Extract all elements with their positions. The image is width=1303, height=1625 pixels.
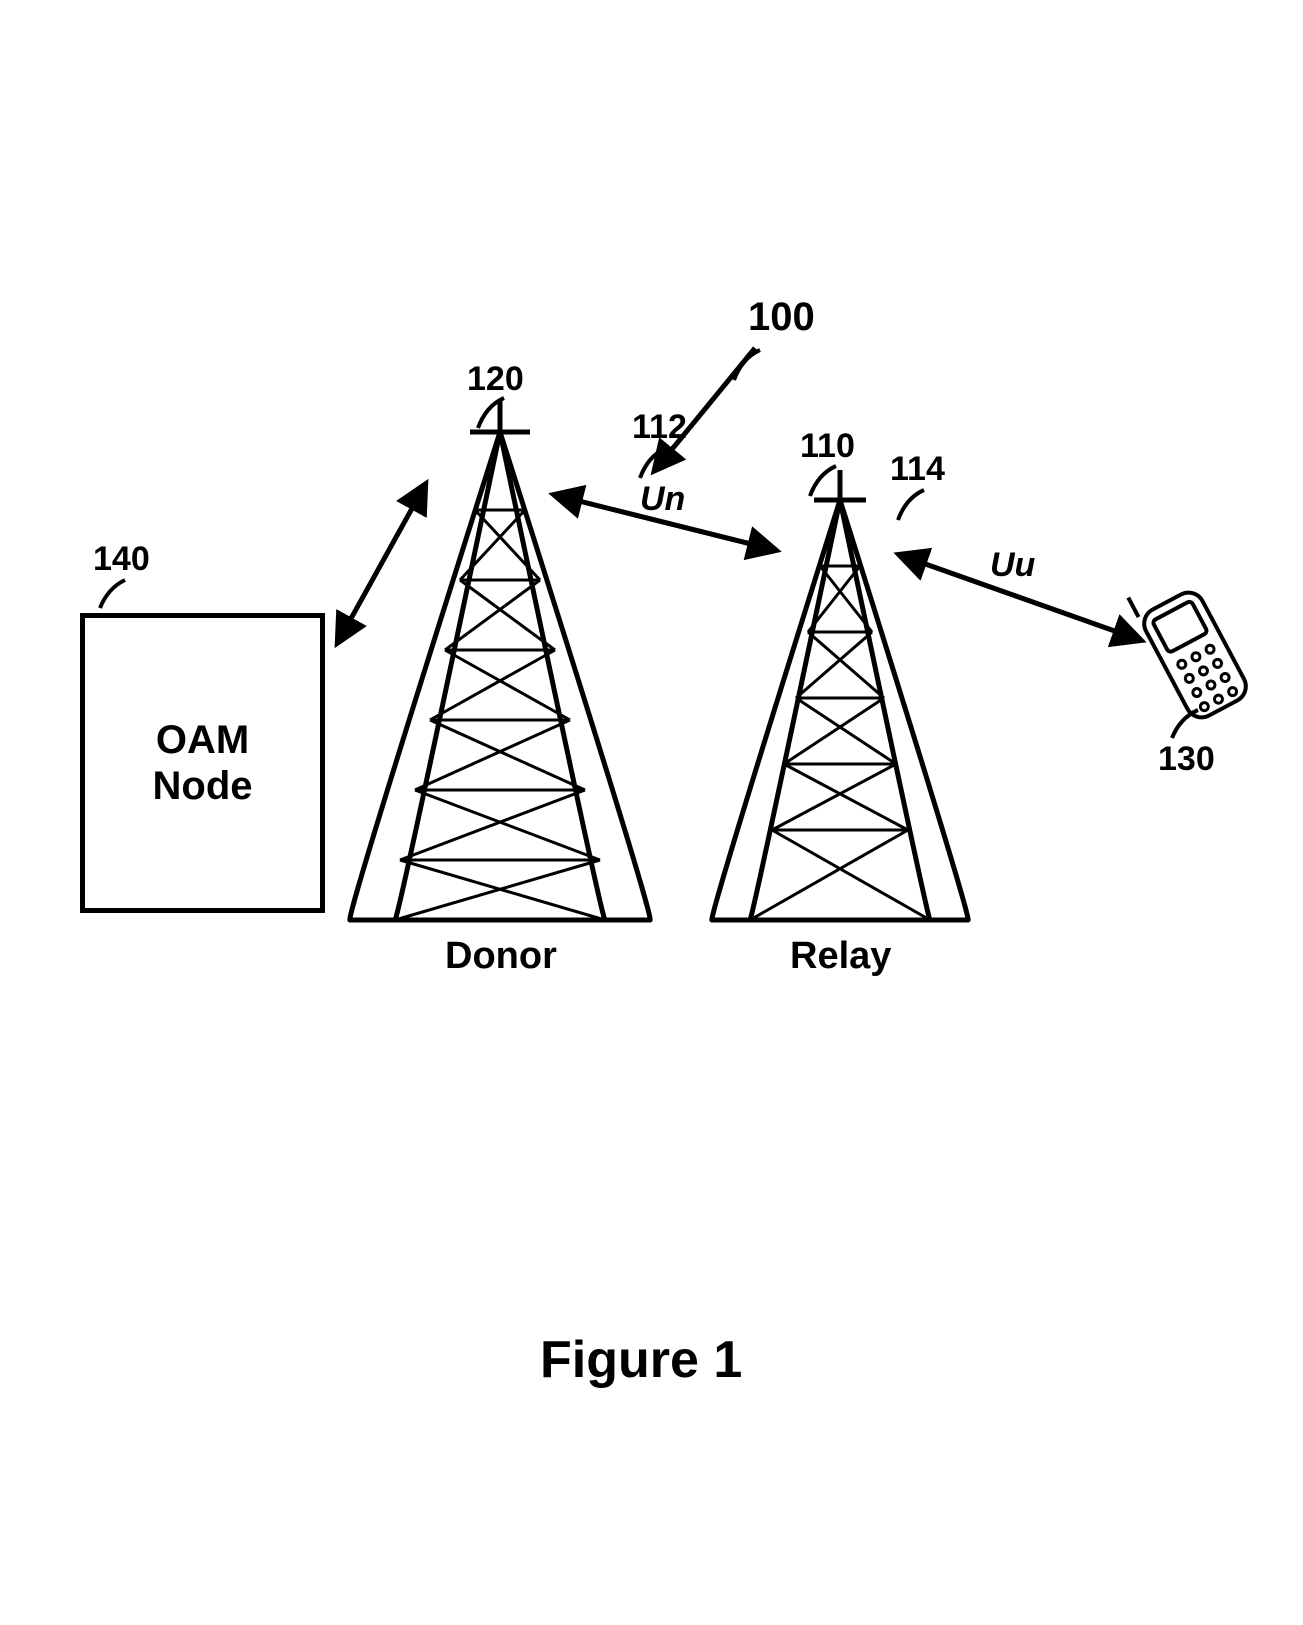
figure-canvas: OAMNode 100 140 120 Donor 110 Relay 112 … (0, 0, 1303, 1625)
donor-tower-icon (350, 400, 650, 920)
uu-ref-callout (898, 490, 924, 520)
system-ref-arrow (655, 348, 760, 470)
uu-link (900, 555, 1140, 640)
relay-ref-callout (810, 466, 836, 496)
phone-icon (1128, 568, 1251, 723)
un-link (555, 495, 775, 550)
oam-donor-link (338, 485, 425, 642)
relay-tower-icon (712, 470, 968, 920)
diagram-svg (0, 0, 1303, 1625)
oam-ref-callout (100, 580, 125, 608)
